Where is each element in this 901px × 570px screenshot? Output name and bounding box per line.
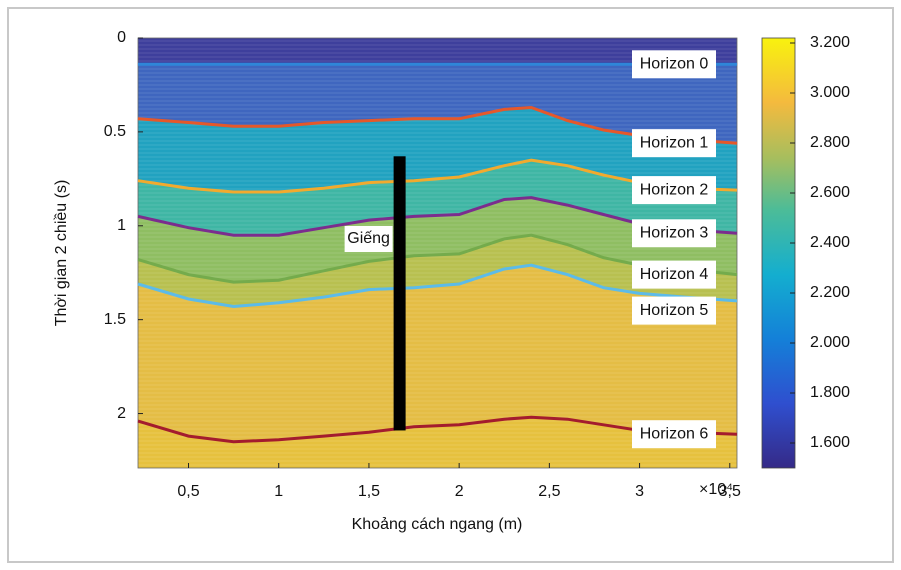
x-tick-label: 2,5 xyxy=(538,483,560,500)
colorbar-tick-label: 2.400 xyxy=(810,234,850,251)
well-label: Giếng xyxy=(347,230,390,247)
seismic-texture xyxy=(138,38,737,468)
colorbar-tick-label: 2.600 xyxy=(810,184,850,201)
horizon-line xyxy=(137,415,738,444)
horizon-label: Horizon 5 xyxy=(640,302,709,319)
horizon-line xyxy=(137,233,738,284)
well xyxy=(393,156,406,431)
plot-border xyxy=(137,37,738,469)
horizon-label: Horizon 1 xyxy=(640,134,709,151)
horizon-line xyxy=(137,105,738,145)
horizon-line xyxy=(137,158,738,194)
horizon-label-box xyxy=(632,176,716,205)
horizon-label-box xyxy=(632,219,716,248)
y-axis-label: Thời gian 2 chiều (s) xyxy=(53,180,70,327)
horizon-label: Horizon 3 xyxy=(640,225,709,242)
x-tick-label: 1,5 xyxy=(358,483,380,500)
x-tick-label: 2 xyxy=(455,483,464,500)
horizon-line xyxy=(137,196,738,237)
x-scale-label: ×10⁴ xyxy=(699,481,733,498)
y-tick-label: 0.5 xyxy=(104,123,126,140)
colorbar-tick-label: 2.000 xyxy=(810,334,850,351)
horizon-label: Horizon 4 xyxy=(640,266,709,283)
colorbar-tick-label: 2.800 xyxy=(810,134,850,151)
colorbar-tick-label: 3.200 xyxy=(810,34,850,51)
frame xyxy=(7,7,894,563)
x-tick-label: 3 xyxy=(635,483,644,500)
horizon-label-box xyxy=(632,129,716,158)
horizon-label-box xyxy=(632,50,716,79)
y-tick-label: 2 xyxy=(117,405,126,422)
y-tick-label: 1 xyxy=(117,217,126,234)
horizon-label-box xyxy=(632,420,716,449)
horizon-label-box xyxy=(632,260,716,289)
horizon-label: Horizon 0 xyxy=(640,56,709,73)
well-label-box xyxy=(344,226,393,252)
x-axis-label: Khoảng cách ngang (m) xyxy=(352,516,523,533)
x-tick-label: 3,5 xyxy=(719,483,741,500)
plot-area: Horizon 0 Horizon 1 Horizon 2 Horizon 3 Hori… xyxy=(137,37,738,469)
x-tick-label: 0,5 xyxy=(177,483,199,500)
horizon-label-box xyxy=(632,296,716,325)
colorbar-tick-label: 1.600 xyxy=(810,434,850,451)
y-tick-label: 1.5 xyxy=(104,311,126,328)
colorbar xyxy=(761,37,796,469)
horizon-label: Horizon 2 xyxy=(640,181,709,198)
colorbar-tick-label: 1.800 xyxy=(810,384,850,401)
colorbar-tick-label: 2.200 xyxy=(810,284,850,301)
x-tick-label: 1 xyxy=(274,483,283,500)
horizon-label: Horizon 6 xyxy=(640,425,709,442)
y-tick-label: 0 xyxy=(117,29,126,46)
horizon-line xyxy=(137,263,738,309)
colorbar-tick-label: 3.000 xyxy=(810,84,850,101)
